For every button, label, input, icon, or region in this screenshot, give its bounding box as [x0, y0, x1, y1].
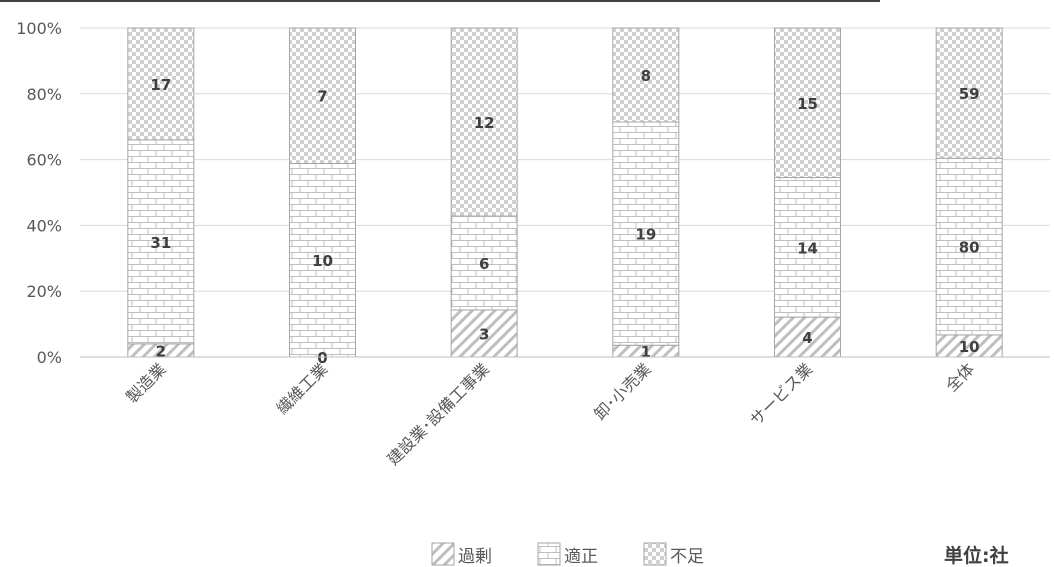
data-label-adequate: 19: [635, 226, 656, 244]
x-category-label: 建設業･設備工事業: [383, 359, 493, 469]
bar-segment-shortage: [774, 27, 841, 179]
data-label-surplus: 10: [959, 338, 980, 356]
legend-swatch-adequate: [537, 542, 561, 566]
data-label-shortage: 15: [797, 95, 818, 113]
data-label-shortage: 17: [150, 76, 171, 94]
x-category-label: 卸･小売業: [590, 359, 654, 423]
data-label-surplus: 2: [156, 342, 166, 360]
bar-segment-shortage: [127, 27, 195, 141]
data-label-shortage: 59: [959, 85, 980, 103]
bar-segment-shortage: [612, 27, 680, 123]
y-axis: 0% 20% 40% 60% 80% 100%: [16, 19, 62, 367]
data-label-shortage: 12: [474, 114, 495, 132]
y-tick-label: 80%: [26, 85, 62, 104]
y-tick-label: 0%: [37, 348, 62, 367]
bar-segment-shortage: [935, 27, 1003, 159]
bar-segment-adequate: [935, 157, 1003, 336]
data-label-adequate: 14: [797, 239, 818, 257]
data-label-adequate: 31: [150, 234, 171, 252]
legend-label-adequate: 適正: [564, 547, 598, 567]
x-category-label: 繊維工業: [273, 359, 332, 418]
legend-label-surplus: 過剰: [458, 547, 492, 567]
legend-swatch-shortage: [643, 542, 667, 566]
unit-label: 単位:社: [944, 544, 1009, 567]
data-label-adequate: 10: [312, 252, 333, 270]
data-labels: 2 31 17 0 10 7 3 6 12 1 19 8 4 14 15 10 80 59: [150, 67, 979, 367]
data-label-shortage: 8: [641, 67, 651, 85]
bar-segment-adequate: [450, 215, 518, 311]
data-label-surplus: 0: [317, 349, 327, 367]
bar-segment-adequate: [612, 121, 680, 346]
data-label-surplus: 3: [479, 326, 489, 344]
y-tick-label: 60%: [26, 151, 62, 170]
bar-segment-surplus: [450, 309, 518, 358]
bar-segment-adequate: [774, 177, 841, 318]
legend: 過剰 適正 不足: [431, 542, 704, 567]
data-label-shortage: 7: [317, 88, 327, 106]
y-tick-label: 100%: [16, 19, 62, 38]
x-axis: 製造業 繊維工業 建設業･設備工事業 卸･小売業 サービス業 全体: [80, 356, 1050, 469]
bar-segment-shortage: [289, 27, 356, 164]
data-label-surplus: 1: [641, 343, 651, 361]
data-label-adequate: 80: [959, 239, 980, 257]
x-category-label: 全体: [942, 359, 978, 395]
bar-segment-shortage: [450, 27, 518, 217]
x-category-label: 製造業: [122, 359, 169, 406]
x-category-label: サービス業: [746, 359, 816, 429]
data-label-surplus: 4: [802, 329, 812, 347]
legend-swatch-surplus: [431, 542, 455, 566]
y-tick-label: 40%: [26, 216, 62, 235]
legend-label-shortage: 不足: [670, 547, 704, 567]
bar-segment-surplus: [774, 316, 841, 358]
data-label-adequate: 6: [479, 255, 489, 273]
gridlines: [80, 27, 1050, 358]
y-tick-label: 20%: [26, 282, 62, 301]
bars: [127, 27, 1003, 358]
